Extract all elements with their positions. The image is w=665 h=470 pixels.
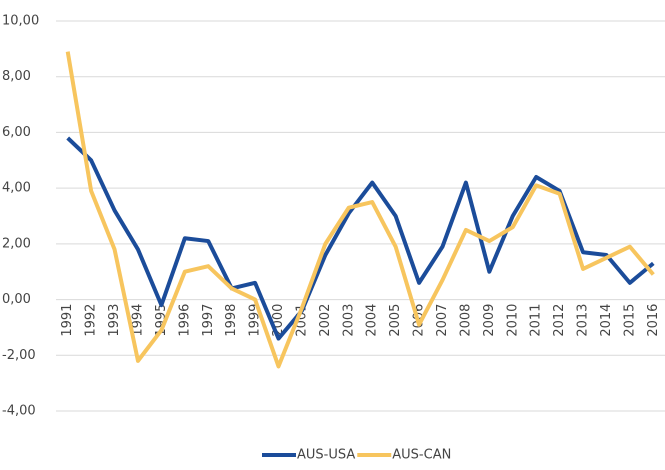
x-tick-label: 1997: [201, 304, 216, 337]
y-tick-label: 4,00: [2, 181, 31, 196]
y-tick-label: 6,00: [2, 125, 31, 140]
x-tick-label: 2008: [458, 304, 473, 337]
x-tick-label: 2012: [552, 304, 567, 337]
x-tick-label: 1992: [84, 304, 99, 337]
x-tick-label: 2003: [341, 304, 356, 337]
x-tick-label: 2001: [294, 304, 309, 337]
series-line: [66, 136, 655, 341]
x-tick-label: 2014: [599, 304, 614, 337]
x-tick-label: 1993: [107, 304, 122, 337]
x-tick-label: 1991: [60, 304, 75, 337]
legend-label: AUS-USA: [297, 448, 355, 463]
x-tick-label: 2013: [576, 304, 591, 337]
x-tick-label: 2016: [646, 304, 661, 337]
legend-label: AUS-CAN: [392, 448, 451, 463]
x-tick-label: 2011: [529, 304, 544, 337]
y-tick-label: 8,00: [2, 69, 31, 84]
series-line: [65, 51, 655, 369]
y-tick-label: -4,00: [2, 404, 36, 419]
y-tick-label: -2,00: [2, 348, 36, 363]
x-tick-label: 2004: [365, 304, 380, 337]
x-tick-label: 2002: [318, 304, 333, 337]
x-tick-label: 1994: [130, 304, 145, 337]
x-tick-label: 2015: [622, 304, 637, 337]
x-tick-label: 2009: [482, 304, 497, 337]
y-tick-label: 10,00: [2, 14, 39, 29]
x-tick-label: 1996: [177, 304, 192, 337]
x-tick-label: 1995: [154, 304, 169, 337]
x-tick-label: 1998: [224, 304, 239, 337]
x-tick-label: 2005: [388, 304, 403, 337]
x-tick-label: 2010: [505, 304, 520, 337]
y-tick-label: 2,00: [2, 236, 31, 251]
y-tick-label: 0,00: [2, 292, 31, 307]
x-tick-label: 2007: [435, 304, 450, 337]
